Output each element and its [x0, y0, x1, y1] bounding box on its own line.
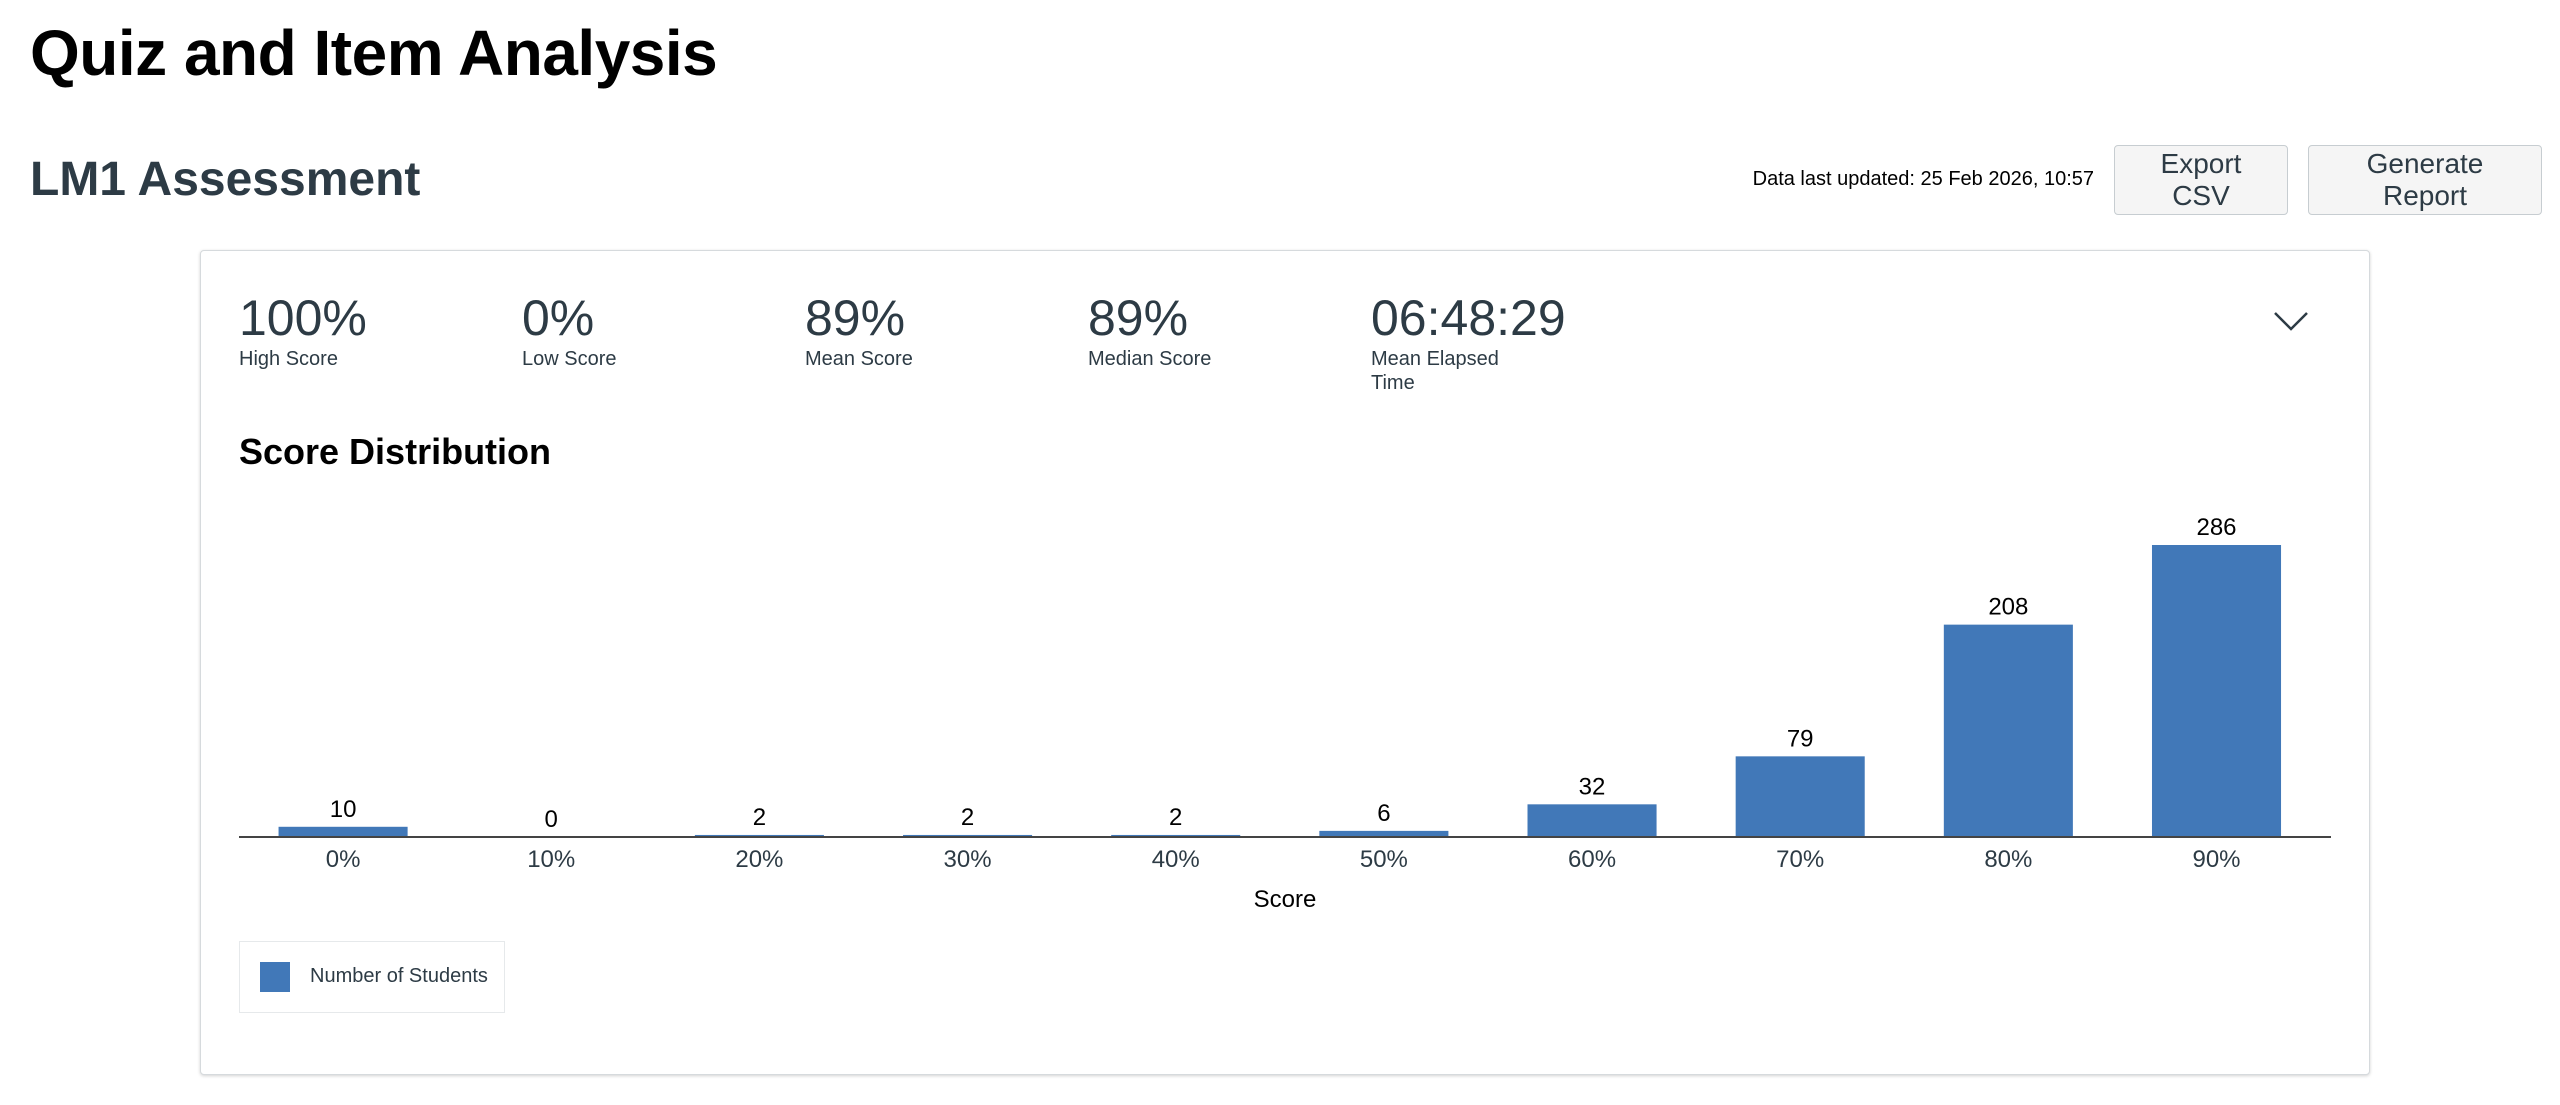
- low-score-label: Low Score: [522, 348, 617, 370]
- last-updated-text: Data last updated: 25 Feb 2026, 10:57: [1752, 168, 2094, 190]
- x-tick-label: 10%: [527, 846, 575, 873]
- bar-40pct: [1111, 834, 1241, 837]
- export-csv-button[interactable]: Export CSV: [2114, 145, 2288, 215]
- median-score-label: Median Score: [1088, 348, 1212, 370]
- bar-value-label: 286: [2196, 514, 2236, 541]
- bar-50pct: [1319, 830, 1449, 837]
- x-tick-label: 40%: [1152, 846, 1200, 873]
- x-tick-label: 30%: [944, 846, 992, 873]
- bar-30pct: [903, 834, 1033, 837]
- x-tick-label: 20%: [735, 846, 783, 873]
- x-tick-label: 80%: [1984, 846, 2032, 873]
- bar-0pct: [278, 826, 408, 837]
- bar-value-label: 0: [545, 806, 558, 833]
- score-distribution-chart: 10 0% 0 10% 2 20% 2 30% 2 40% 6 50% 32 60% 79 70% 208 80%…: [239, 514, 2331, 913]
- x-axis-label: Score: [1254, 886, 1317, 913]
- legend-swatch: [260, 962, 290, 992]
- bar-90pct: [2151, 545, 2282, 837]
- analysis-card: 100% High Score 0% Low Score 89% Mean Sc…: [200, 250, 2370, 1075]
- legend-label: Number of Students: [310, 965, 488, 987]
- bar-value-label: 2: [961, 804, 974, 831]
- chevron-down-icon: [2274, 312, 2308, 331]
- page-title: Quiz and Item Analysis: [30, 17, 718, 89]
- mean-score-value: 89%: [805, 290, 906, 346]
- x-tick-label: 70%: [1776, 846, 1824, 873]
- bar-value-label: 6: [1377, 800, 1390, 827]
- low-score-value: 0%: [522, 290, 595, 346]
- mean-score-label: Mean Score: [805, 348, 913, 370]
- mean-elapsed-time-value: 06:48:29: [1371, 290, 1566, 346]
- x-tick-label: 50%: [1360, 846, 1408, 873]
- bar-70pct: [1735, 756, 1865, 837]
- median-score-stat: 89% Median Score: [1088, 289, 1328, 371]
- quiz-header: LM1 Assessment Data last updated: 25 Feb…: [0, 140, 2560, 220]
- bar-60pct: [1527, 804, 1657, 837]
- median-score-value: 89%: [1088, 290, 1189, 346]
- high-score-label: High Score: [239, 348, 338, 370]
- generate-report-button[interactable]: Generate Report: [2308, 145, 2542, 215]
- bar-20pct: [694, 834, 824, 837]
- collapse-toggle[interactable]: [2269, 299, 2313, 343]
- mean-elapsed-time-label: Mean Elapsed Time: [1371, 348, 1499, 394]
- bar-value-label: 2: [1169, 804, 1182, 831]
- x-tick-label: 90%: [2192, 846, 2240, 873]
- x-tick-label: 0%: [326, 846, 361, 873]
- bar-value-label: 10: [330, 796, 357, 823]
- quiz-title: LM1 Assessment: [30, 153, 421, 206]
- mean-elapsed-time-stat: 06:48:29 Mean Elapsed Time: [1371, 289, 1611, 395]
- chart-legend: Number of Students: [239, 941, 505, 1013]
- bar-value-label: 208: [1988, 594, 2028, 621]
- bar-value-label: 79: [1787, 725, 1814, 752]
- bar-80pct: [1943, 624, 2073, 837]
- x-tick-label: 60%: [1568, 846, 1616, 873]
- high-score-stat: 100% High Score: [239, 289, 479, 371]
- bar-value-label: 2: [753, 804, 766, 831]
- mean-score-stat: 89% Mean Score: [805, 289, 1045, 371]
- high-score-value: 100%: [239, 290, 367, 346]
- bar-value-label: 32: [1579, 773, 1606, 800]
- low-score-stat: 0% Low Score: [522, 289, 762, 371]
- chart-title: Score Distribution: [239, 431, 552, 472]
